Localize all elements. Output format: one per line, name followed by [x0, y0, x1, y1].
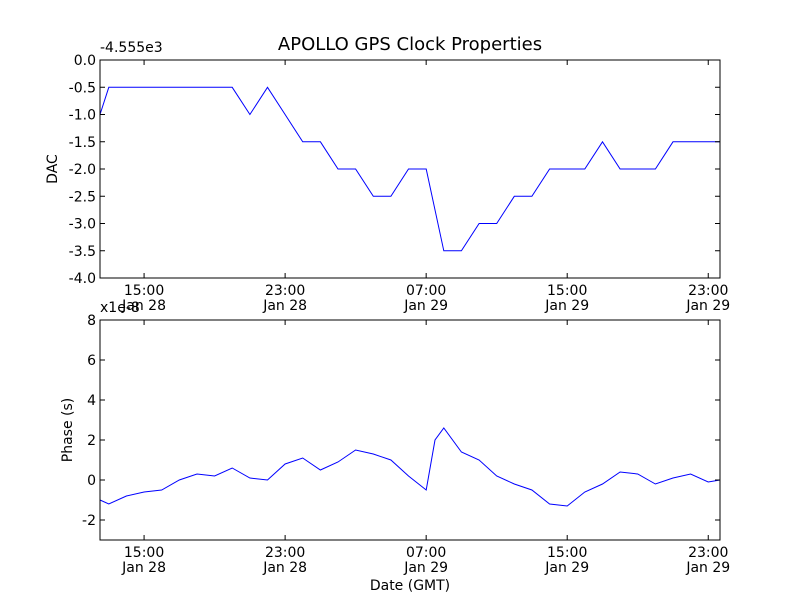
y-tick-label: -3.0	[69, 217, 96, 233]
y-tick-label: -1.5	[69, 135, 96, 151]
y-tick-label: -2.5	[69, 189, 96, 205]
x-tick-label-time: 23:00	[688, 283, 728, 299]
y-axis-label: DAC	[45, 154, 61, 184]
x-tick-label-date: Jan 29	[403, 298, 448, 314]
x-tick-label-date: Jan 29	[685, 298, 730, 314]
y-axis-label: Phase (s)	[60, 398, 76, 462]
x-tick-label-time: 23:00	[265, 283, 305, 299]
x-tick-label-time: 23:00	[688, 545, 728, 561]
x-tick-label-time: 15:00	[547, 545, 587, 561]
series-line-0	[99, 427, 721, 507]
x-tick-label-time: 15:00	[124, 283, 164, 299]
y-tick-label: -1.0	[69, 108, 96, 124]
y-tick-label: 0	[87, 473, 96, 489]
y-offset-label: x1e-8	[100, 300, 140, 316]
y-tick-label: -4.0	[69, 271, 96, 287]
x-tick-label-time: 07:00	[406, 545, 446, 561]
y-tick-label: -0.5	[69, 80, 96, 96]
y-tick-label: -3.5	[69, 244, 96, 260]
x-tick-label-date: Jan 28	[262, 560, 307, 576]
y-tick-label: 0.0	[74, 53, 96, 69]
x-tick-label-time: 15:00	[124, 545, 164, 561]
y-tick-label: -2.0	[69, 162, 96, 178]
x-tick-label-date: Jan 28	[121, 298, 166, 314]
y-offset-label: -4.555e3	[100, 40, 163, 56]
dac-subplot: 0.0 -0.5 -1.0 -1.5 -2.0 -2.5 -3.0 -3.5 -4.0 15:00…	[45, 40, 730, 314]
series-line-0	[99, 86, 720, 252]
x-tick-label-date: Jan 29	[685, 560, 730, 576]
y-tick-label: 2	[87, 433, 96, 449]
x-tick-label-date: Jan 28	[262, 298, 307, 314]
x-tick-label-date: Jan 29	[403, 560, 448, 576]
x-tick-label-time: 15:00	[547, 283, 587, 299]
chart-title: APOLLO GPS Clock Properties	[278, 34, 542, 55]
x-tick-label-date: Jan 29	[544, 560, 589, 576]
x-tick-label-time: 23:00	[265, 545, 305, 561]
plot-frame	[99, 319, 721, 541]
x-tick-label-date: Jan 28	[121, 560, 166, 576]
x-axis-label: Date (GMT)	[370, 578, 450, 594]
y-tick-label: 4	[87, 393, 96, 409]
x-tick-label-date: Jan 29	[544, 298, 589, 314]
y-tick-label: 8	[87, 313, 96, 329]
y-tick-label: -2	[82, 513, 96, 529]
x-tick-label-time: 07:00	[406, 283, 446, 299]
y-tick-label: 6	[87, 353, 96, 369]
